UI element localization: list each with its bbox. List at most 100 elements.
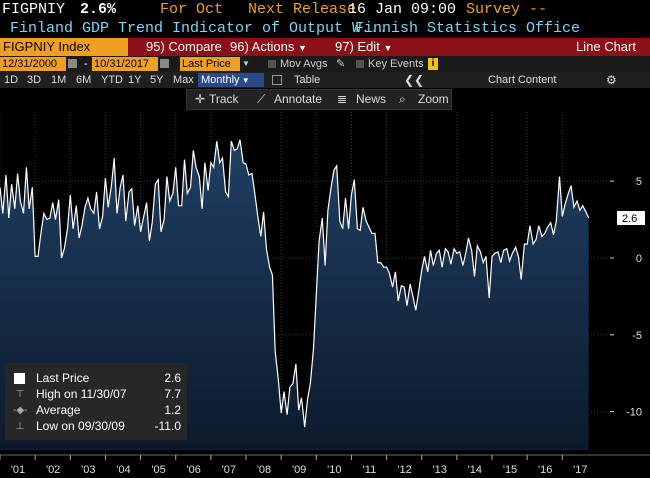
x-tick-label: '10 [327, 464, 341, 476]
annotate-button[interactable]: Annotate [274, 92, 323, 106]
x-tick-label: '07 [222, 464, 236, 476]
security-description: Finland GDP Trend Indicator of Output W.… [10, 20, 389, 37]
pencil-icon[interactable]: ✎ [336, 58, 346, 70]
legend-value: 2.6 [164, 371, 181, 385]
period-3d-button[interactable]: 3D [27, 74, 42, 86]
chart-content-button[interactable]: Chart Content [488, 74, 557, 86]
mov-avgs-label: Mov Avgs [280, 58, 328, 70]
calendar-icon[interactable] [68, 59, 77, 68]
x-tick-label: '12 [397, 464, 411, 476]
track-button[interactable]: Track [209, 92, 239, 106]
period-1y-button[interactable]: 1Y [128, 74, 142, 86]
chevron-down-icon[interactable]: ▼ [242, 59, 250, 68]
end-date-input[interactable]: 10/31/2017 [92, 57, 158, 71]
last-value: 2.6% [80, 1, 117, 18]
actions-label: 96) Actions [230, 39, 295, 54]
ticker-symbol: FIGPNIY [2, 1, 66, 18]
key-events-label: Key Events [368, 58, 424, 70]
x-tick-label: '08 [257, 464, 271, 476]
high-marker-icon: ⊤ [15, 389, 25, 400]
actions-menu[interactable]: 96) Actions ▼ [230, 38, 326, 56]
news-button[interactable]: News [356, 92, 387, 106]
last-value-tag: 2.6 [617, 211, 645, 226]
frequency-select[interactable]: Monthly ▼ [198, 73, 264, 87]
table-icon[interactable] [272, 75, 282, 85]
double-chevron-left-icon[interactable]: ❮❮ [404, 73, 425, 87]
info-icon[interactable]: i [428, 58, 438, 70]
x-tick-label: '06 [187, 464, 201, 476]
x-tick-label: '11 [363, 464, 377, 476]
x-tick-label: '17 [573, 464, 587, 476]
edit-menu[interactable]: 97) Edit ▼ [335, 38, 409, 56]
series-line [0, 139, 590, 428]
security-header: FIGPNIY 2.6% For Oct Next Release 16 Jan… [0, 0, 650, 19]
x-tick-label: '15 [503, 464, 517, 476]
y-tick-label: 0 [636, 253, 642, 265]
low-marker-icon: ⊥ [15, 421, 25, 432]
average-marker-icon: -◆- [13, 405, 28, 416]
y-tick-label: 5 [636, 176, 642, 188]
period-1d-button[interactable]: 1D [4, 74, 19, 86]
chevron-down-icon: ▼ [383, 43, 393, 53]
annotate-icon[interactable]: ⟋ [257, 92, 266, 106]
chart-toolbar: ✛ Track ⟋ Annotate ≣ News ⌕ Zoom [186, 89, 452, 110]
period-label: For Oct [160, 1, 224, 18]
legend-row-low[interactable]: ⊥ Low on 09/30/09 -11.0 [5, 419, 187, 434]
period-1m-button[interactable]: 1M [51, 74, 67, 86]
chart-legend: Last Price 2.6 ⊤ High on 11/30/07 7.7 -◆… [5, 363, 187, 440]
field-select[interactable]: Last Price [180, 57, 240, 71]
x-tick-label: '05 [151, 464, 165, 476]
last-value-tag-text: 2.6 [622, 213, 637, 225]
x-tick-label: '02 [46, 464, 60, 476]
legend-value: 1.2 [164, 403, 181, 417]
x-axis: '01 '02 '03 '04 '05 '06 '07 '08 '09 '10 '11 '12 '13 '… [0, 454, 650, 476]
edit-label: 97) Edit [335, 39, 380, 54]
data-source: Finnish Statistics Office [355, 20, 581, 37]
x-tick-label: '14 [468, 464, 482, 476]
y-axis: 5 0 -5 -10 [610, 176, 642, 419]
chart-type-label[interactable]: Line Chart [576, 39, 636, 54]
compare-button[interactable]: 95) Compare [146, 39, 222, 54]
legend-row-last-price[interactable]: Last Price 2.6 [5, 371, 187, 386]
chevron-down-icon: ▼ [239, 76, 250, 85]
legend-label: Average [36, 403, 81, 417]
security-description-row: Finland GDP Trend Indicator of Output W.… [0, 19, 650, 38]
y-tick-label: -5 [632, 330, 642, 342]
y-tick-label: -10 [626, 407, 642, 419]
news-icon[interactable]: ≣ [337, 92, 348, 106]
period-bar: 1D 3D 1M 6M YTD 1Y 5Y Max Monthly ▼ Tabl… [0, 72, 650, 88]
legend-label: Low on 09/30/09 [36, 419, 125, 433]
security-input[interactable]: FIGPNIY Index [0, 38, 128, 56]
x-tick-label: '01 [11, 464, 25, 476]
calendar-icon[interactable] [160, 59, 169, 68]
crosshair-icon[interactable]: ✛ [195, 92, 206, 106]
legend-row-average[interactable]: -◆- Average 1.2 [5, 403, 187, 418]
legend-value: -11.0 [154, 419, 181, 433]
start-date-input[interactable]: 12/31/2000 [0, 57, 66, 71]
survey-label: Survey -- [466, 1, 548, 18]
period-5y-button[interactable]: 5Y [150, 74, 164, 86]
period-ytd-button[interactable]: YTD [101, 74, 123, 86]
series-swatch-icon [14, 373, 25, 384]
period-max-button[interactable]: Max [173, 74, 194, 86]
settings-bar: 12/31/2000 - 10/31/2017 Last Price ▼ Mov… [0, 56, 650, 72]
x-tick-label: '13 [433, 464, 447, 476]
next-release-value: 16 Jan 09:00 [348, 1, 457, 18]
legend-label: High on 11/30/07 [36, 387, 127, 401]
chevron-down-icon: ▼ [297, 43, 307, 53]
magnifier-icon[interactable]: ⌕ [399, 92, 406, 106]
x-tick-label: '09 [292, 464, 306, 476]
x-tick-label: '03 [81, 464, 95, 476]
mov-avgs-checkbox[interactable] [268, 60, 276, 68]
zoom-button[interactable]: Zoom [418, 92, 449, 106]
key-events-checkbox[interactable] [356, 60, 364, 68]
x-tick-label: '16 [538, 464, 552, 476]
x-tick-label: '04 [116, 464, 130, 476]
menu-bar: FIGPNIY Index 95) Compare 96) Actions ▼ … [0, 38, 650, 56]
period-6m-button[interactable]: 6M [76, 74, 92, 86]
frequency-label: Monthly [201, 74, 240, 86]
table-button[interactable]: Table [294, 74, 321, 86]
gear-icon[interactable]: ⚙ [606, 73, 617, 87]
date-separator: - [84, 58, 88, 70]
legend-row-high[interactable]: ⊤ High on 11/30/07 7.7 [5, 387, 187, 402]
